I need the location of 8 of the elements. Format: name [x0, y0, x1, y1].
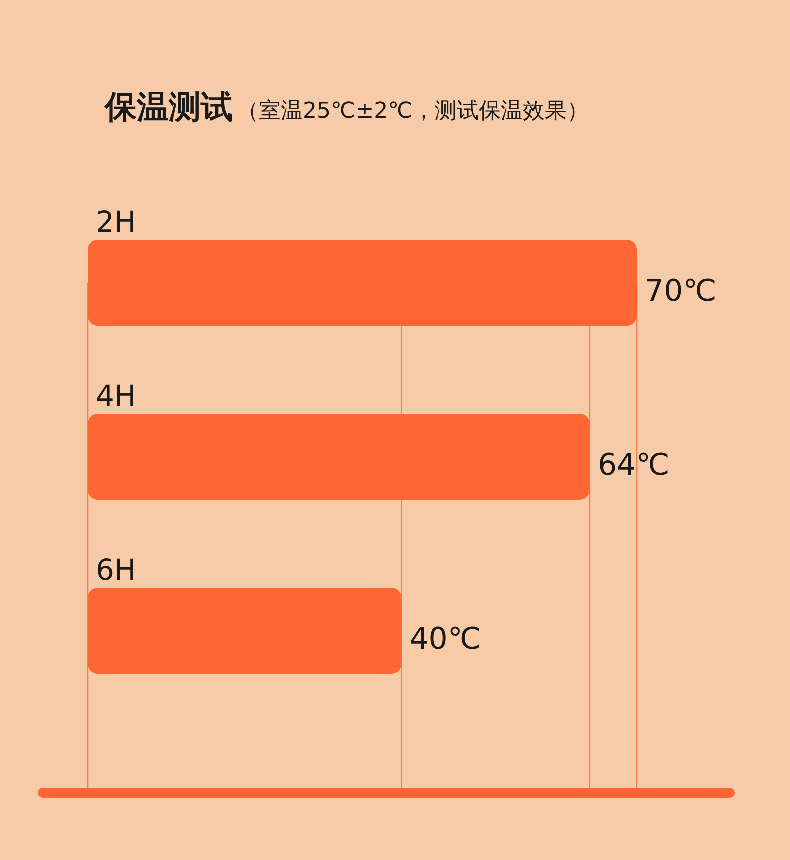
chart-title: 保温测试: [104, 88, 233, 126]
y-tick-label: 2H: [96, 205, 136, 239]
data-label: 70℃: [645, 274, 717, 309]
chart-subtitle: （室温25℃±2℃，测试保温效果）: [237, 99, 589, 124]
y-tick-label: 4H: [96, 379, 136, 413]
data-label: 40℃: [410, 622, 482, 657]
y-tick-label: 6H: [96, 553, 136, 587]
data-label: 64℃: [598, 448, 670, 483]
